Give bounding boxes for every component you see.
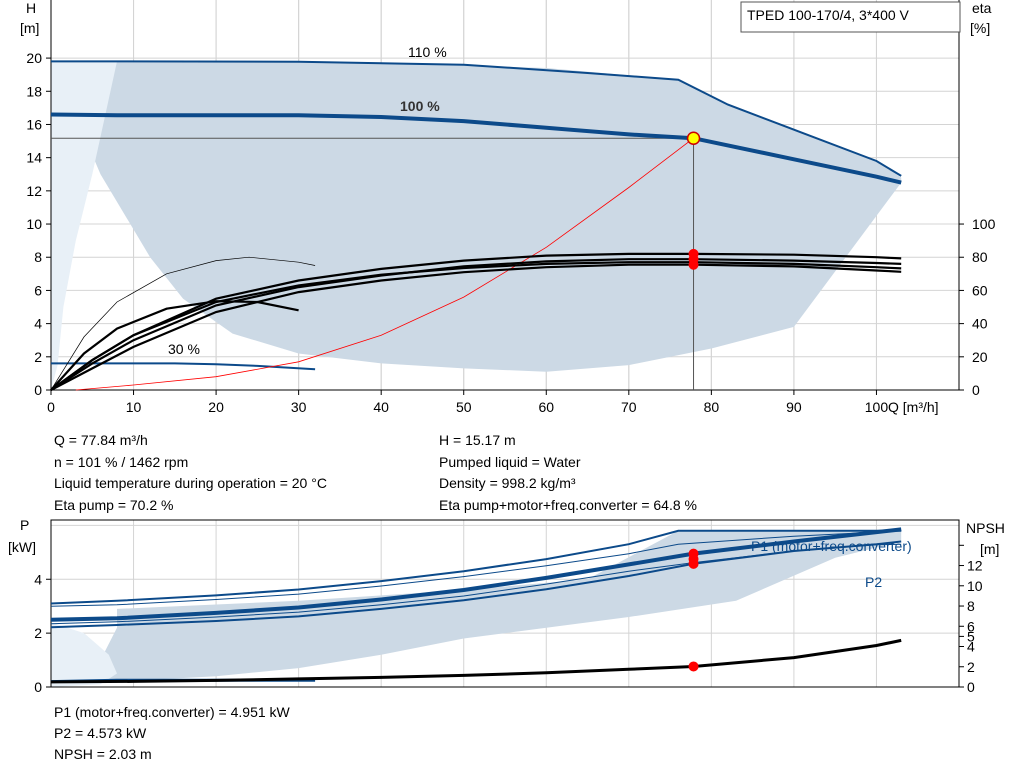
x-tick-label: 60 bbox=[538, 399, 554, 415]
x-tick-label: 90 bbox=[786, 399, 802, 415]
curve-label-p2: P2 bbox=[865, 574, 882, 590]
readout-p1: P1 (motor+freq.converter) = 4.951 kW bbox=[54, 704, 291, 720]
y-right-unit-eta-bracket: [%] bbox=[970, 20, 990, 36]
readout-npsh: NPSH = 2.03 m bbox=[54, 746, 152, 762]
operating-region bbox=[51, 61, 902, 372]
curve-label-110: 110 % bbox=[408, 44, 447, 60]
x-tick-label: 80 bbox=[704, 399, 720, 415]
x-tick-label: 0 bbox=[47, 399, 55, 415]
efficiency-curve bbox=[50, 263, 902, 391]
head-curve-100 bbox=[50, 112, 902, 185]
readout-h: H = 15.17 m bbox=[439, 432, 516, 448]
power-operating-region-inner bbox=[51, 622, 117, 687]
readout-q: Q = 77.84 m³/h bbox=[54, 432, 148, 448]
y-right-tick-label: 10 bbox=[967, 578, 983, 594]
y-left-tick-label: 6 bbox=[34, 282, 42, 298]
curve-label-100: 100 % bbox=[400, 98, 440, 114]
power-curve-p2 bbox=[50, 540, 902, 629]
efficiency-curve bbox=[50, 261, 902, 391]
curve-label-p1: P1 (motor+freq.converter) bbox=[751, 538, 912, 554]
y-right-tick-label: 12 bbox=[967, 558, 983, 574]
head-efficiency-chart: 0 10 20 30 40 50 60 70 80 90 100 0 2 4 6 8 10 12 14 16 18 20 0… bbox=[26, 0, 996, 415]
y-right-tick-label: 100 bbox=[972, 216, 996, 232]
x-tick-label: 70 bbox=[621, 399, 637, 415]
power-operating-region bbox=[51, 530, 902, 682]
y-left-tick-label: 12 bbox=[26, 183, 42, 199]
power-operating-marker bbox=[688, 558, 699, 569]
y-left-tick-label: 4 bbox=[34, 316, 42, 332]
y-left-tick-label: 4 bbox=[34, 571, 42, 587]
npsh-curve bbox=[50, 638, 902, 684]
x-tick-label: 10 bbox=[126, 399, 142, 415]
y-right-tick-label: 2 bbox=[967, 659, 975, 675]
y-right-tick-label: 0 bbox=[972, 382, 980, 398]
y-left-tick-label: 18 bbox=[26, 83, 42, 99]
y-left-tick-label: 2 bbox=[34, 625, 42, 641]
y-right-unit-npsh: NPSH bbox=[966, 520, 1005, 536]
power-curve-max-lower bbox=[50, 530, 902, 607]
y-right-tick-label: 20 bbox=[972, 349, 988, 365]
x-axis-label: Q [m³/h] bbox=[888, 399, 939, 415]
y-left-tick-label: 2 bbox=[34, 349, 42, 365]
y-left-tick-label: 16 bbox=[26, 116, 42, 132]
power-curve-p1 bbox=[50, 527, 902, 622]
head-curve-110 bbox=[51, 60, 902, 177]
y-left-unit-h-bracket: [m] bbox=[20, 20, 39, 36]
x-tick-label: 30 bbox=[291, 399, 307, 415]
y-right-tick-label: 6 bbox=[967, 618, 975, 634]
efficiency-curve bbox=[50, 256, 316, 391]
x-tick-label: 100 bbox=[865, 399, 889, 415]
head-curve-30 bbox=[51, 362, 316, 371]
efficiency-curve bbox=[50, 258, 902, 391]
y-right-unit-npsh-bracket: [m] bbox=[980, 541, 999, 557]
readout-eta-pump: Eta pump = 70.2 % bbox=[54, 497, 173, 513]
y-right-tick-label: 80 bbox=[972, 249, 988, 265]
y-left-unit-h: H bbox=[26, 0, 36, 16]
y-left-unit-p-bracket: [kW] bbox=[8, 539, 36, 555]
readout-density: Density = 998.2 kg/m³ bbox=[439, 475, 576, 491]
curve-label-30: 30 % bbox=[168, 341, 200, 357]
system-curve bbox=[75, 137, 694, 391]
y-right-tick-label: 0 bbox=[967, 679, 975, 695]
y-left-tick-label: 14 bbox=[26, 150, 42, 166]
y-left-tick-label: 10 bbox=[26, 216, 42, 232]
x-tick-label: 20 bbox=[208, 399, 224, 415]
head-operating-marker bbox=[686, 131, 701, 145]
x-tick-label: 40 bbox=[373, 399, 389, 415]
y-right-tick-label: 40 bbox=[972, 316, 988, 332]
npsh-operating-marker bbox=[688, 661, 699, 672]
efficiency-operating-marker bbox=[688, 259, 699, 270]
y-right-tick-label: 8 bbox=[967, 598, 975, 614]
y-right-unit-eta: eta bbox=[972, 0, 992, 16]
title-box bbox=[740, 1, 961, 33]
x-tick-label: 50 bbox=[456, 399, 472, 415]
y-left-tick-label: 8 bbox=[34, 249, 42, 265]
efficiency-curve bbox=[50, 300, 299, 391]
y-left-tick-label: 0 bbox=[34, 382, 42, 398]
readout-eta-total: Eta pump+motor+freq.converter = 64.8 % bbox=[439, 497, 697, 513]
readout-liquid: Pumped liquid = Water bbox=[439, 454, 581, 470]
readout-speed: n = 101 % / 1462 rpm bbox=[54, 454, 188, 470]
power-curve-max bbox=[50, 529, 902, 605]
y-left-tick-label: 20 bbox=[26, 50, 42, 66]
readout-temperature: Liquid temperature during operation = 20… bbox=[54, 475, 327, 491]
readout-p2: P2 = 4.573 kW bbox=[54, 725, 147, 741]
chart-title: TPED 100-170/4, 3*400 V bbox=[747, 7, 910, 23]
y-right-tick-label: 5 bbox=[967, 628, 975, 644]
y-right-tick-label: 4 bbox=[967, 639, 975, 655]
operating-region-inner bbox=[51, 61, 117, 391]
y-left-unit-p: P bbox=[20, 517, 29, 533]
y-left-tick-label: 0 bbox=[34, 679, 42, 695]
y-right-tick-label: 60 bbox=[972, 282, 988, 298]
